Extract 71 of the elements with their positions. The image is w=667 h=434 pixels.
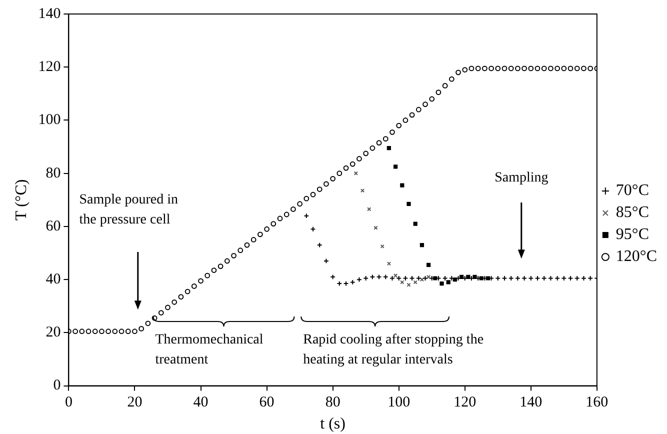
point — [336, 280, 342, 286]
annotation: Sample poured in the pressure cell — [79, 192, 178, 228]
y-tick-label: 100 — [38, 112, 61, 128]
point — [413, 280, 418, 284]
x-tick-label: 120 — [454, 394, 476, 411]
point — [528, 276, 534, 281]
annotation: Thermomechanical treatment — [155, 332, 264, 368]
point — [393, 164, 398, 169]
x-tick-label: 80 — [325, 394, 340, 411]
point — [380, 244, 384, 248]
point — [350, 280, 356, 285]
legend-label: 120°C — [616, 248, 658, 266]
point — [400, 183, 404, 188]
point — [413, 222, 418, 226]
point — [588, 276, 594, 281]
x-tick-label: 20 — [127, 394, 142, 411]
point — [363, 276, 369, 281]
point — [406, 202, 411, 206]
point — [416, 276, 422, 281]
y-tick-label: 60 — [46, 218, 61, 234]
y-tick-label: 140 — [38, 6, 61, 22]
point — [486, 276, 490, 280]
annotation: Rapid cooling after stopping the heating at regular intervals — [303, 332, 484, 368]
x-axis-title: t (s) — [320, 416, 346, 433]
point — [356, 276, 362, 282]
point — [367, 207, 372, 212]
point — [386, 262, 391, 266]
y-tick-label: 80 — [46, 165, 61, 182]
annotation: Sampling — [494, 170, 548, 186]
point — [446, 280, 450, 284]
point — [495, 276, 501, 281]
point — [422, 276, 428, 281]
point — [374, 226, 378, 230]
point — [433, 276, 438, 280]
point — [426, 262, 431, 268]
y-tick-label: 120 — [38, 59, 61, 76]
point — [400, 280, 404, 284]
x-tick-label: 140 — [520, 394, 542, 411]
y-tick-label: 40 — [46, 272, 61, 288]
y-tick-label: 0 — [53, 378, 61, 394]
legend-label: 70°C — [616, 182, 650, 200]
point — [396, 276, 402, 281]
y-tick-label: 20 — [46, 324, 61, 341]
y-axis-title: T (°C) — [12, 179, 30, 221]
point — [360, 188, 365, 193]
point — [472, 274, 477, 279]
point — [574, 276, 580, 281]
point — [370, 274, 376, 280]
point — [442, 276, 448, 281]
point — [382, 274, 388, 280]
point — [466, 274, 470, 279]
point — [522, 276, 527, 281]
point — [548, 276, 554, 281]
point — [386, 146, 391, 150]
point — [541, 276, 547, 281]
x-tick-label: 40 — [193, 394, 208, 411]
point — [390, 276, 395, 281]
point — [330, 274, 336, 280]
point — [508, 276, 514, 281]
x-tick-label: 60 — [259, 394, 274, 411]
legend-label: 85°C — [616, 204, 650, 222]
point — [393, 274, 398, 278]
legend-label: 95°C — [616, 226, 650, 244]
point — [420, 242, 424, 248]
point — [561, 276, 567, 281]
x-tick-label: 0 — [64, 394, 72, 411]
point — [581, 276, 586, 281]
point — [402, 276, 408, 281]
point — [440, 282, 444, 286]
x-tick-label: 160 — [586, 394, 608, 411]
x-tick-label: 100 — [388, 394, 410, 411]
